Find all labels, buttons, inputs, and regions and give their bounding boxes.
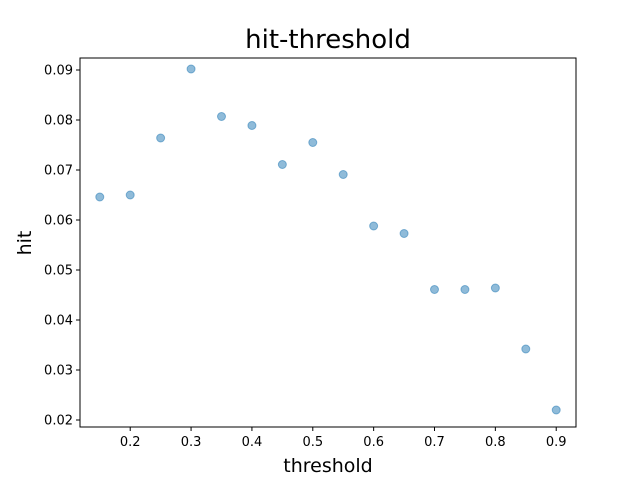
data-point (125, 190, 135, 200)
data-point (156, 133, 166, 143)
data-point (95, 192, 105, 202)
x-axis-ticks: 0.2 0.3 0.4 0.5 0.6 0.7 0.8 0.9 (120, 427, 567, 450)
x-tick-label: 0.5 (302, 435, 323, 450)
x-tick-label: 0.8 (485, 435, 506, 450)
data-point (460, 285, 470, 294)
x-tick-label: 0.7 (424, 435, 445, 450)
data-point (216, 112, 226, 121)
data-points (95, 64, 561, 415)
y-tick-label: 0.08 (44, 114, 73, 129)
data-point (247, 121, 257, 130)
data-point (430, 285, 440, 294)
x-tick-label: 0.2 (120, 435, 141, 450)
data-point (369, 221, 379, 231)
y-axis-label: hit (14, 231, 36, 256)
data-point (490, 283, 500, 293)
x-tick-label: 0.9 (546, 435, 567, 450)
y-tick-label: 0.05 (44, 264, 73, 279)
y-axis-ticks: 0.02 0.03 0.04 0.05 0.06 0.07 0.08 0.09 (44, 64, 80, 429)
x-tick-label: 0.4 (242, 435, 263, 450)
y-tick-label: 0.04 (44, 314, 73, 329)
y-tick-label: 0.09 (44, 64, 73, 79)
data-point (399, 229, 409, 238)
y-tick-label: 0.03 (44, 364, 73, 379)
y-tick-label: 0.02 (44, 414, 73, 429)
data-point (551, 405, 561, 415)
data-point (521, 344, 531, 354)
data-point (277, 160, 287, 169)
data-point (186, 64, 196, 74)
chart-title: hit-threshold (245, 25, 411, 55)
data-point (308, 138, 318, 147)
x-axis-label: threshold (283, 455, 372, 477)
plot-frame (79, 57, 577, 428)
y-tick-label: 0.07 (44, 164, 73, 179)
x-tick-label: 0.6 (363, 435, 384, 450)
y-tick-label: 0.06 (44, 214, 73, 229)
data-point (338, 170, 348, 179)
x-tick-label: 0.3 (181, 435, 202, 450)
